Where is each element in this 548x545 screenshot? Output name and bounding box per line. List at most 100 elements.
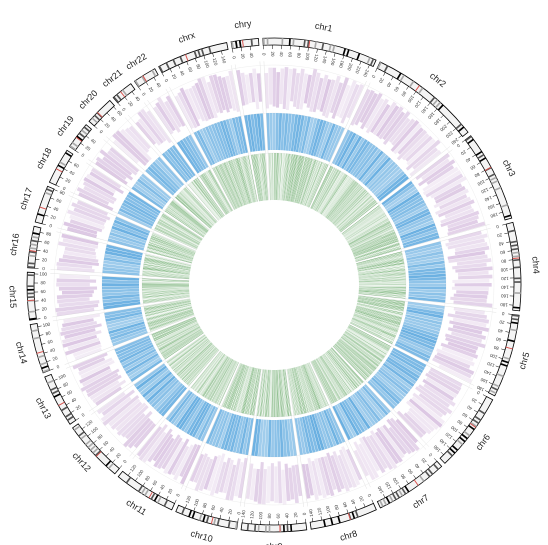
tick-mark (320, 516, 322, 521)
green-bar (169, 204, 207, 234)
blue-bar (207, 125, 225, 161)
tick-label: 100 (325, 505, 332, 514)
purple-bar (337, 454, 353, 489)
purple-bar (447, 219, 479, 232)
purple-bar (142, 431, 167, 463)
cytoband (108, 462, 114, 470)
tick-mark (390, 76, 394, 81)
green-bar (235, 158, 250, 204)
purple-bar (324, 75, 341, 119)
ideogram-chr8 (309, 502, 377, 530)
purple-bar (63, 313, 101, 324)
tick-mark (452, 128, 457, 132)
chromosome-label-chr20: chr20 (77, 88, 100, 111)
green-bar (334, 192, 369, 226)
blue-bar (327, 127, 345, 162)
blue-bar (210, 123, 227, 160)
sector-divider (91, 333, 205, 415)
purple-bar (95, 386, 122, 406)
blue-bar (112, 330, 148, 347)
green-bar (354, 311, 400, 328)
green-bar (232, 159, 248, 205)
centromere (58, 401, 65, 407)
blue-bar (225, 119, 239, 156)
green-bar (152, 233, 196, 252)
purple-bar (137, 118, 162, 146)
purple-bar (198, 458, 214, 492)
purple-bar (179, 443, 198, 478)
green-bar (337, 196, 373, 229)
purple-bar (393, 123, 422, 155)
green-bar (215, 166, 237, 209)
tick-label: 60 (469, 164, 476, 171)
green-bar (292, 156, 303, 203)
green-bar (142, 283, 190, 285)
purple-bar (285, 68, 293, 111)
blue-bar (390, 197, 424, 218)
tick-label: 0 (141, 92, 147, 97)
blue-bar (171, 145, 196, 177)
purple-bar (173, 444, 194, 481)
cytoband (489, 389, 497, 395)
tick-mark (153, 77, 157, 81)
purple-bar (155, 102, 176, 132)
green-bar (302, 160, 320, 206)
blue-bar (309, 414, 322, 452)
cytoband (85, 439, 92, 446)
green-bar (142, 291, 190, 296)
tick-label: 100 (258, 511, 263, 519)
cytoband (509, 328, 517, 332)
blue-bar (197, 405, 216, 441)
ideogram-chry (230, 38, 260, 50)
purple-bar (69, 214, 105, 230)
cytoband (433, 463, 439, 471)
blue-bar (408, 283, 446, 287)
blue-bar (112, 222, 149, 239)
purple-bar (449, 320, 490, 333)
green-bar (167, 335, 206, 364)
green-bar (324, 353, 353, 392)
blue-bar (336, 403, 357, 438)
blue-bar (170, 392, 195, 425)
blue-bar (104, 309, 142, 319)
blue-bar (318, 411, 334, 448)
tick-label: 80 (456, 418, 463, 425)
green-bar (355, 246, 401, 261)
blue-bar (382, 363, 415, 387)
cytoband (507, 339, 515, 343)
tick-mark (70, 410, 75, 413)
tick-mark (202, 510, 204, 515)
tick-label: 20 (420, 457, 427, 464)
sector-divider (127, 114, 219, 221)
tick-label: 60 (73, 162, 80, 169)
green-bar (357, 258, 404, 269)
green-bar (357, 260, 404, 270)
green-bar (283, 369, 289, 417)
green-bar (335, 343, 371, 376)
purple-bar (447, 341, 477, 355)
tick-label: 40 (466, 404, 473, 411)
blue-bar (290, 114, 299, 152)
ideogram-chr20 (88, 99, 116, 127)
green-bar (279, 369, 284, 417)
blue-bar (109, 231, 146, 246)
purple-bar (288, 467, 295, 500)
blue-bar (381, 181, 413, 206)
cytoband (235, 521, 238, 530)
blue-bar (259, 113, 266, 151)
tick-label: 40 (70, 397, 77, 404)
green-bar (242, 156, 254, 203)
blue-bar (275, 113, 279, 151)
green-bar (142, 280, 190, 283)
tick-label: 180 (476, 384, 485, 392)
green-bar (231, 159, 247, 205)
purple-bar (440, 342, 479, 359)
green-bar (357, 301, 404, 312)
green-bar (212, 360, 235, 402)
purple-bar (353, 441, 376, 481)
green-bar (149, 240, 195, 257)
tick-label: 80 (400, 90, 407, 97)
green-bar (339, 200, 376, 231)
blue-bar (316, 412, 331, 449)
green-bar (342, 206, 381, 235)
